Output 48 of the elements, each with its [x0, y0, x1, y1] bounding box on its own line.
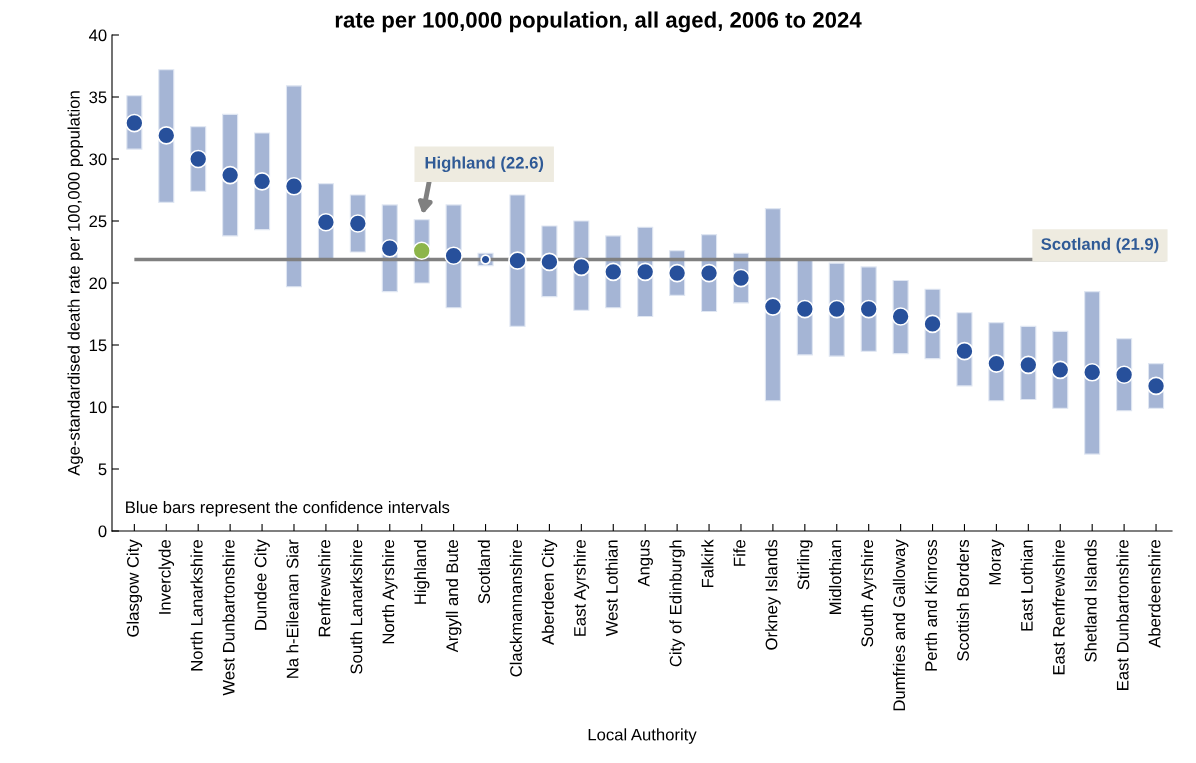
x-tick-label: East Renfrewshire: [1052, 540, 1065, 675]
y-tick-label: 35: [89, 91, 107, 104]
x-tick-label: Highland: [413, 540, 430, 604]
x-tick-label: Orkney Islands: [765, 539, 781, 650]
x-tick-label: North Lanarkshire: [190, 540, 203, 671]
x-tick-label: Angus: [638, 539, 653, 587]
x-tick-label: Midlothian: [828, 540, 842, 614]
annotation: Blue bars represent the confidence intervals: [126, 500, 450, 517]
x-tick-label: Stirling: [797, 540, 813, 590]
x-tick-label: Scottish Borders: [956, 539, 969, 661]
y-tick-label: 25: [89, 215, 107, 228]
x-tick-label: Dumfries and Galloway: [892, 539, 909, 711]
x-tick-label: Glasgow City: [126, 539, 143, 637]
y-tick-label: 15: [89, 339, 107, 352]
y-tick-label: 10: [89, 401, 107, 414]
annotation: Highland (22.6): [425, 156, 544, 173]
x-tick-label: Dundee City: [254, 539, 270, 630]
x-tick-label: West Dunbartonshire: [222, 540, 235, 696]
x-tick-label: Fife: [733, 540, 746, 566]
x-axis-title: Local Authority: [588, 728, 697, 744]
y-tick-label: 30: [89, 153, 107, 166]
y-axis-title: Age-standardised death rate per 100,000 population: [67, 91, 84, 476]
x-tick-label: South Ayrshire: [860, 540, 877, 647]
x-tick-label: Na h-Eileanan Siar: [286, 539, 299, 678]
x-tick-label: North Ayrshire: [382, 540, 398, 644]
x-tick-label: Falkirk: [701, 539, 714, 588]
x-tick-label: Shetland Islands: [1084, 539, 1097, 662]
x-tick-label: Scotland: [477, 540, 491, 604]
x-tick-label: East Dunbartonshire: [1116, 540, 1129, 690]
x-tick-label: Inverclyde: [158, 540, 175, 614]
x-tick-label: Argyll and Bute: [445, 540, 462, 653]
x-tick-label: West Lothian: [605, 540, 618, 637]
y-tick-label: 5: [98, 463, 107, 476]
x-tick-label: Perth and Kinross: [924, 539, 938, 671]
y-tick-label: 20: [89, 277, 107, 290]
x-tick-label: Moray: [989, 539, 1005, 585]
ref-line-label: Scotland (21.9): [1041, 237, 1159, 254]
x-tick-label: Clackmannanshire: [509, 540, 522, 677]
x-tick-label: City of Edinburgh: [669, 540, 685, 667]
x-tick-label: Renfrewshire: [318, 540, 331, 637]
x-tick-label: East Lothian: [1020, 540, 1033, 631]
y-tick-label: 40: [88, 29, 107, 42]
chart-title: rate per 100,000 population, all aged, 2006 to 2024: [335, 11, 862, 33]
x-tick-label: South Lanarkshire: [350, 540, 363, 674]
x-tick-label: East Ayrshire: [573, 540, 590, 636]
x-tick-label: Aberdeenshire: [1148, 540, 1161, 648]
y-tick-label: 0: [98, 525, 107, 538]
x-tick-label: Aberdeen City: [541, 539, 558, 645]
